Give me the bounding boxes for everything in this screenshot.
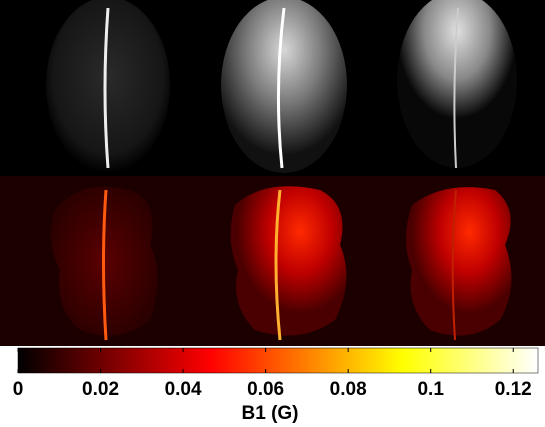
rod bbox=[102, 189, 108, 341]
magnitude-image bbox=[221, 0, 347, 173]
magnitude-image bbox=[46, 0, 170, 173]
rod bbox=[453, 7, 459, 169]
rod bbox=[276, 7, 286, 169]
rod bbox=[274, 189, 282, 341]
x-tick-label: 0.02 bbox=[82, 379, 119, 400]
colorbar bbox=[17, 347, 539, 374]
b1-map bbox=[406, 187, 512, 336]
x-tick-label: 0.1 bbox=[417, 379, 444, 400]
x-tick-label: 0.06 bbox=[247, 379, 284, 400]
b1-map bbox=[230, 186, 347, 336]
magnitude-image bbox=[397, 0, 517, 168]
x-tick-label: 0.12 bbox=[495, 379, 532, 400]
x-tick-label: 0.04 bbox=[165, 379, 202, 400]
x-axis-label: B1 (G) bbox=[242, 403, 299, 424]
x-tick-label: 0.08 bbox=[330, 379, 367, 400]
image-panels bbox=[0, 0, 545, 346]
rod bbox=[103, 7, 110, 169]
rod bbox=[451, 189, 457, 341]
x-tick-label: 0 bbox=[13, 379, 24, 400]
